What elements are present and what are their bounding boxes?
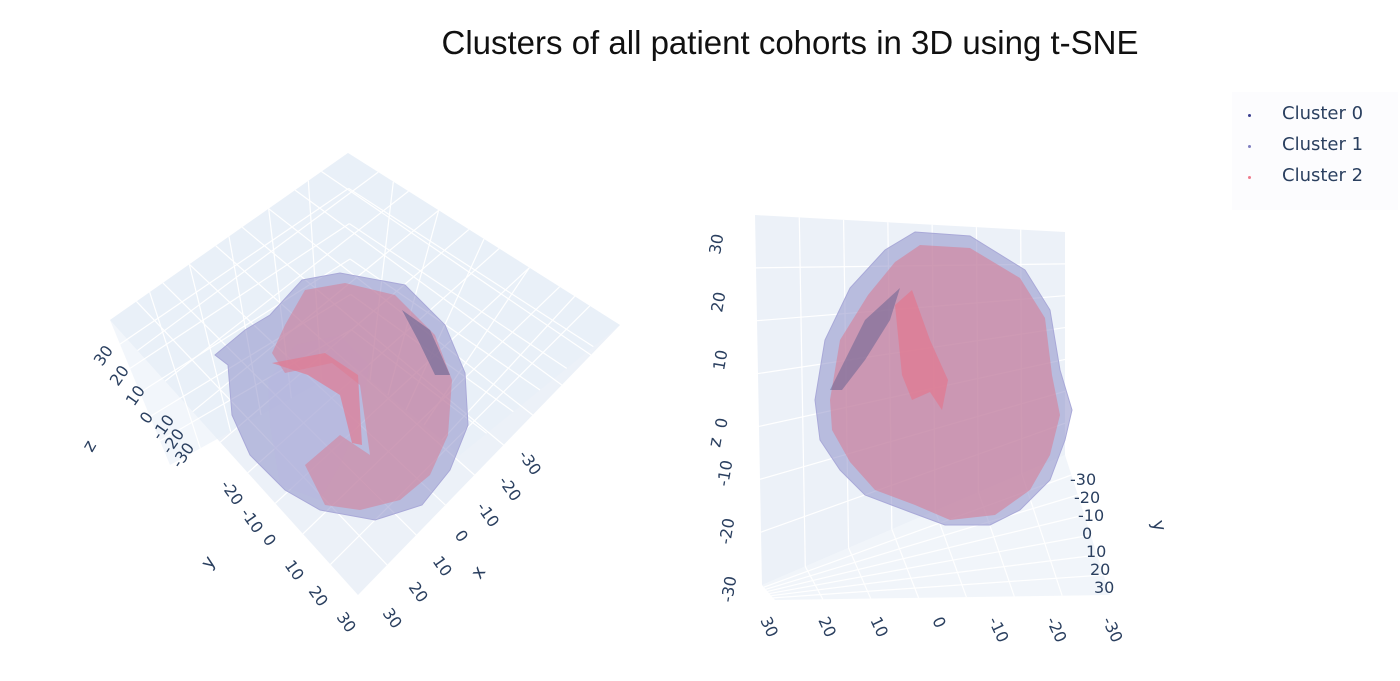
legend-label-cluster-0: Cluster 0 <box>1282 103 1364 124</box>
legend-marker-cluster-0 <box>1248 114 1251 117</box>
left-x-axis-title: x <box>467 562 491 583</box>
right-z-tick: 10 <box>709 348 731 371</box>
legend-item-cluster-0[interactable]: Cluster 0 <box>1232 103 1398 127</box>
legend-label-cluster-2: Cluster 2 <box>1282 165 1364 186</box>
left-y-tick: -20 <box>217 476 248 508</box>
left-z-tick: 20 <box>106 362 133 390</box>
left-x-tick: 10 <box>429 552 456 580</box>
right-z-axis-title: z <box>704 436 726 449</box>
right-x-tick: -30 <box>1098 614 1126 646</box>
left-y-tick: 30 <box>333 608 360 636</box>
right-x-tick: 0 <box>928 614 950 631</box>
right-y-tick: 20 <box>1090 560 1110 579</box>
cluster-1-shadow-left <box>402 310 450 375</box>
left-gridline <box>321 171 592 356</box>
left-gridline <box>294 189 563 386</box>
right-gridline <box>798 217 806 567</box>
right-gridline <box>765 494 1079 590</box>
left-gridline <box>137 171 379 352</box>
right-x-tick: 10 <box>866 614 892 640</box>
right-y-tick: 10 <box>1086 542 1106 561</box>
right-y-tick: 0 <box>1082 524 1092 543</box>
scene-left[interactable]: 30 20 10 0 -10 -20 -30 -20 -10 0 10 20 30 -30 -20 -10 0 1… <box>40 125 660 670</box>
right-z-tick: -20 <box>715 517 738 546</box>
cluster-2-hull-left <box>272 283 452 510</box>
right-gridline <box>804 566 824 600</box>
left-x-tick: 0 <box>451 526 472 545</box>
left-y-tick: 20 <box>305 582 332 610</box>
legend-item-cluster-1[interactable]: Cluster 1 <box>1232 134 1398 158</box>
left-x-tick: 30 <box>379 604 406 632</box>
right-gridline <box>767 514 1085 593</box>
left-x-tick: -30 <box>515 446 546 478</box>
right-x-tick: 30 <box>756 614 782 640</box>
legend-label-cluster-1: Cluster 1 <box>1282 134 1364 155</box>
left-gridline <box>164 190 409 382</box>
right-z-tick: 30 <box>705 232 727 255</box>
left-x-tick: -20 <box>495 472 526 504</box>
left-hull <box>214 272 469 521</box>
left-y-axis-title: y <box>197 552 221 573</box>
right-y-tick: -20 <box>1074 488 1100 507</box>
left-x-tick: -10 <box>473 498 504 530</box>
left-y-tick: 10 <box>281 556 308 584</box>
cluster-1-shadow-right <box>830 288 900 390</box>
legend-marker-cluster-1 <box>1248 145 1251 148</box>
right-y-tick: -10 <box>1078 506 1104 525</box>
cluster-2-highlight-left <box>272 353 362 445</box>
right-gridline <box>771 554 1098 597</box>
right-x-tick: -10 <box>984 614 1012 646</box>
right-z-tick: -30 <box>717 575 740 604</box>
right-gridline <box>934 510 967 598</box>
legend-item-cluster-2[interactable]: Cluster 2 <box>1232 165 1398 189</box>
right-gridline <box>769 534 1091 595</box>
right-z-tick: -10 <box>713 459 736 488</box>
scene-left-svg: 3020100-10-20-30-20-100102030-30-20-1001… <box>78 153 620 636</box>
right-x-tick: 20 <box>814 614 840 640</box>
left-y-tick: 0 <box>259 530 280 549</box>
legend: Cluster 0 Cluster 1 Cluster 2 <box>1232 92 1398 210</box>
right-y-tick: 30 <box>1094 578 1114 597</box>
left-x-tick: 20 <box>405 578 432 606</box>
left-y-tick: -10 <box>237 504 268 536</box>
left-z-axis-title: z <box>78 437 101 456</box>
right-gridline <box>773 574 1104 599</box>
right-y-axis-title: y <box>1147 518 1170 534</box>
right-z-tick: 0 <box>711 416 731 429</box>
legend-marker-cluster-2 <box>1248 176 1251 179</box>
right-x-tick: -20 <box>1042 614 1070 646</box>
right-gridline <box>891 529 920 599</box>
scene-right[interactable]: 30 20 10 0 -10 -20 -30 -30 -20 -10 0 10 20 30 30 20 10 0-… <box>690 200 1210 670</box>
cluster-2-highlight-right <box>895 290 948 410</box>
right-hull <box>814 231 1073 526</box>
right-z-tick: 20 <box>707 290 729 313</box>
right-y-tick: -30 <box>1070 470 1096 489</box>
left-z-tick: 30 <box>90 342 117 370</box>
chart-title: Clusters of all patient cohorts in 3D us… <box>441 24 1139 61</box>
right-gridline <box>848 547 872 599</box>
